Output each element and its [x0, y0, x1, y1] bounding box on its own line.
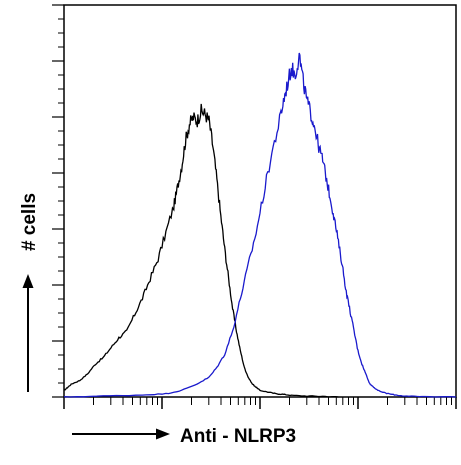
x-axis-arrow-head: [156, 428, 170, 440]
y-axis-label: # cells: [19, 193, 40, 251]
x-axis-label: Anti - NLRP3: [180, 426, 296, 447]
series-line-2: [63, 52, 457, 398]
x-axis-ticks: [63, 397, 457, 409]
series-layer: [63, 52, 457, 398]
plot-frame: [63, 4, 457, 398]
y-axis-ticks: [52, 4, 64, 398]
series-line-1: [63, 103, 339, 398]
y-axis-arrow-head: [22, 274, 34, 288]
